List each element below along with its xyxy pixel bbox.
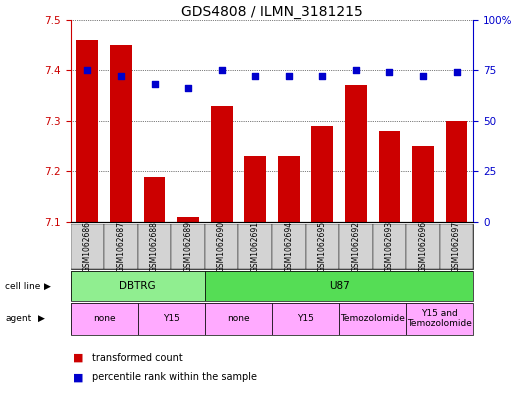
Text: GSM1062696: GSM1062696 xyxy=(418,221,427,272)
Text: GSM1062687: GSM1062687 xyxy=(117,221,126,272)
Text: ▶: ▶ xyxy=(44,282,51,290)
Bar xyxy=(177,217,199,222)
Bar xyxy=(406,303,473,335)
Text: percentile rank within the sample: percentile rank within the sample xyxy=(92,372,256,382)
Bar xyxy=(311,126,333,222)
Point xyxy=(251,73,259,79)
Text: GSM1062694: GSM1062694 xyxy=(284,221,293,272)
Point xyxy=(83,67,92,73)
Text: GSM1062686: GSM1062686 xyxy=(83,221,92,272)
Text: ▶: ▶ xyxy=(38,314,44,323)
Bar xyxy=(71,271,205,301)
Bar xyxy=(345,85,367,222)
Bar xyxy=(244,156,266,222)
Text: none: none xyxy=(227,314,249,323)
Bar xyxy=(339,303,406,335)
Text: GSM1062688: GSM1062688 xyxy=(150,221,159,272)
Text: cell line: cell line xyxy=(5,282,41,290)
Text: Y15 and
Temozolomide: Y15 and Temozolomide xyxy=(407,309,472,329)
Text: U87: U87 xyxy=(328,281,349,291)
Bar xyxy=(110,45,132,222)
Bar xyxy=(238,224,272,269)
Bar xyxy=(76,40,98,222)
Text: GSM1062697: GSM1062697 xyxy=(452,221,461,272)
Text: DBTRG: DBTRG xyxy=(119,281,156,291)
Point xyxy=(385,69,394,75)
Text: agent: agent xyxy=(5,314,31,323)
Bar xyxy=(406,224,440,269)
Text: ■: ■ xyxy=(73,372,84,382)
Point xyxy=(150,81,158,88)
Point xyxy=(117,73,125,79)
Bar xyxy=(205,271,473,301)
Bar xyxy=(440,224,473,269)
Bar xyxy=(172,224,205,269)
Bar xyxy=(446,121,468,222)
Bar xyxy=(379,131,400,222)
Bar xyxy=(339,224,372,269)
Bar xyxy=(205,224,238,269)
Point xyxy=(184,85,192,92)
Bar xyxy=(71,224,104,269)
Bar xyxy=(71,303,138,335)
Text: Y15: Y15 xyxy=(163,314,180,323)
Bar xyxy=(138,224,172,269)
Title: GDS4808 / ILMN_3181215: GDS4808 / ILMN_3181215 xyxy=(181,5,363,18)
Bar xyxy=(272,303,339,335)
Bar xyxy=(144,176,165,222)
Text: GSM1062689: GSM1062689 xyxy=(184,221,192,272)
Point xyxy=(285,73,293,79)
Text: GSM1062690: GSM1062690 xyxy=(217,221,226,272)
Text: GSM1062691: GSM1062691 xyxy=(251,221,260,272)
Point xyxy=(419,73,427,79)
Bar xyxy=(205,303,272,335)
Text: GSM1062695: GSM1062695 xyxy=(318,221,327,272)
Bar xyxy=(104,224,138,269)
Bar xyxy=(412,146,434,222)
Point xyxy=(318,73,326,79)
Bar xyxy=(138,303,205,335)
Point xyxy=(351,67,360,73)
Text: Y15: Y15 xyxy=(297,314,314,323)
Text: GSM1062693: GSM1062693 xyxy=(385,221,394,272)
Text: ■: ■ xyxy=(73,353,84,363)
Bar xyxy=(305,224,339,269)
Text: transformed count: transformed count xyxy=(92,353,183,363)
Text: none: none xyxy=(93,314,116,323)
Bar xyxy=(272,224,305,269)
Text: GSM1062692: GSM1062692 xyxy=(351,221,360,272)
Bar xyxy=(278,156,300,222)
Bar xyxy=(372,224,406,269)
Bar xyxy=(211,106,233,222)
Point xyxy=(218,67,226,73)
Point xyxy=(452,69,461,75)
Text: Temozolomide: Temozolomide xyxy=(340,314,405,323)
